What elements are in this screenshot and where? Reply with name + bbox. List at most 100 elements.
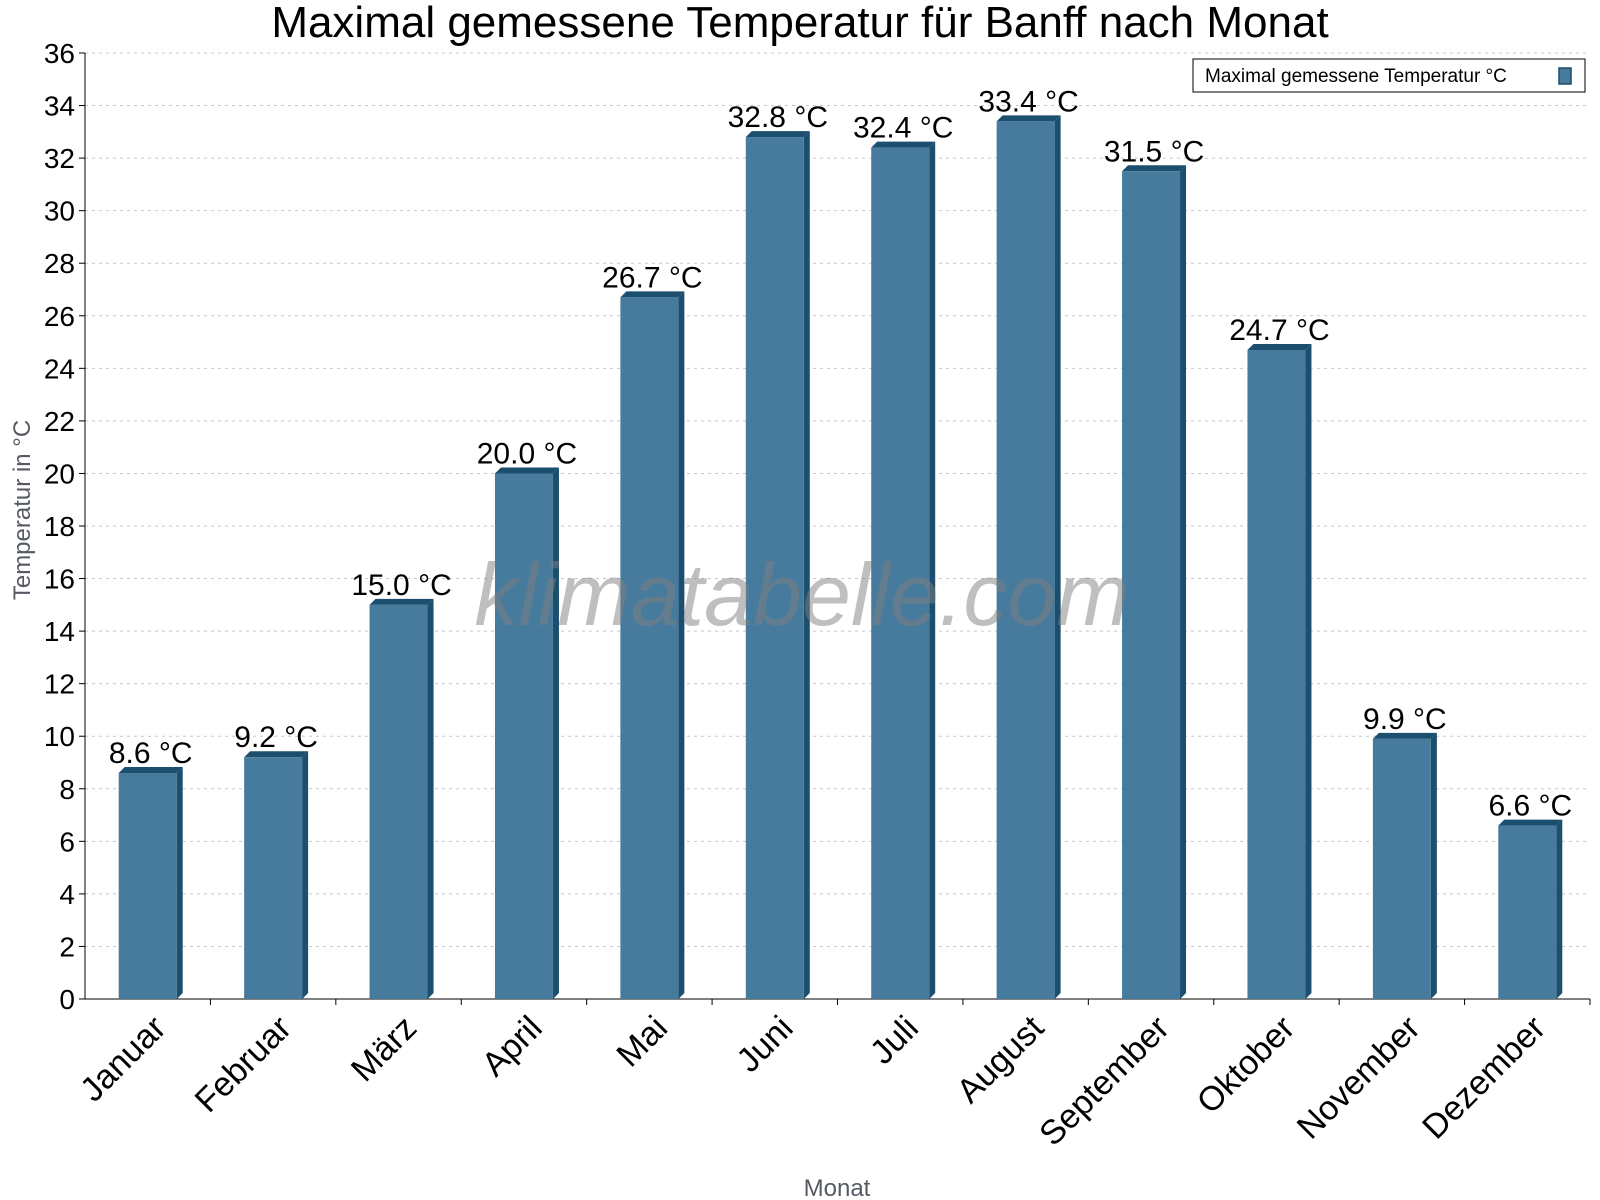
bar-side: [302, 751, 309, 999]
gridlines: [85, 52, 1590, 947]
bar-value-label: 9.2 °C: [234, 721, 318, 754]
x-tick-label: Februar: [188, 1009, 299, 1120]
x-tick-label: Oktober: [1190, 1009, 1302, 1121]
y-tick-label: 4: [59, 879, 75, 910]
x-tick-label: Dezember: [1415, 1009, 1553, 1147]
bar-top: [494, 467, 559, 474]
bar-side: [678, 291, 685, 1000]
bar: [494, 467, 559, 999]
bar: [244, 751, 309, 999]
bar-front: [996, 121, 1055, 1000]
y-tick-label: 10: [44, 721, 75, 752]
bar-top: [1498, 819, 1563, 826]
bar-value-label: 26.7 °C: [602, 261, 702, 294]
bar-front: [1372, 738, 1431, 999]
bar-top: [118, 767, 183, 774]
bar-side: [1180, 165, 1187, 999]
bar-side: [1430, 732, 1437, 999]
y-tick-label: 14: [44, 616, 75, 647]
legend-box: [1192, 58, 1586, 93]
bar-front: [369, 604, 428, 999]
bar: [118, 767, 183, 999]
bar-series: [118, 115, 1563, 1000]
x-tick-label: August: [950, 1008, 1052, 1110]
bar: [1372, 732, 1437, 999]
bar: [871, 141, 936, 1000]
y-tick-label: 30: [44, 196, 75, 227]
y-tick-label: 16: [44, 564, 75, 595]
bar: [745, 131, 810, 1000]
bar-top: [244, 751, 309, 758]
x-tick-label: September: [1032, 1009, 1176, 1153]
bar-front: [494, 473, 553, 999]
bar-side: [929, 141, 936, 1000]
bar-value-labels: 8.6 °C 9.2 °C 15.0 °C 20.0 °C 26.7 °C 32.8 °C…: [109, 85, 1572, 822]
y-tick-label: 28: [44, 248, 75, 279]
y-tick-label: 32: [44, 143, 75, 174]
bar-side: [1054, 115, 1061, 1000]
y-tick-label: 26: [44, 301, 75, 332]
bar-front: [620, 297, 679, 1000]
x-tick-label: Mai: [609, 1009, 675, 1075]
bar: [620, 291, 685, 1000]
bar: [996, 115, 1061, 1000]
bar-top: [1372, 732, 1437, 739]
bar-value-label: 32.8 °C: [728, 101, 828, 134]
bar-value-label: 8.6 °C: [109, 737, 193, 770]
legend-label: Maximal gemessene Temperatur °C: [1205, 66, 1507, 87]
y-tick-label: 2: [59, 931, 75, 962]
bar-top: [1247, 343, 1312, 350]
bar-front: [1122, 171, 1181, 999]
bar-value-label: 20.0 °C: [477, 437, 577, 470]
y-tick-label: 8: [59, 774, 75, 805]
y-tick-label: 34: [44, 91, 75, 122]
x-axis-label: Monat: [804, 1175, 871, 1200]
bar-value-label: 32.4 °C: [853, 112, 953, 145]
x-tick-label: Juni: [729, 1009, 800, 1080]
bar-side: [176, 767, 183, 999]
bar-front: [745, 137, 804, 1000]
legend-swatch: [1558, 67, 1572, 85]
y-tick-label: 6: [59, 826, 75, 857]
bar-value-label: 24.7 °C: [1229, 314, 1329, 347]
legend: Maximal gemessene Temperatur °C: [1192, 58, 1586, 93]
bar-value-label: 15.0 °C: [351, 569, 451, 602]
y-tick-label: 12: [44, 669, 75, 700]
y-axis-label: Temperatur in °C: [9, 420, 36, 600]
bar-front: [871, 147, 930, 1000]
x-tick-label: April: [475, 1009, 550, 1084]
bar-value-label: 9.9 °C: [1363, 703, 1447, 736]
bar-top: [871, 141, 936, 148]
y-tick-label: 22: [44, 406, 75, 437]
bar-front: [244, 757, 303, 999]
bar-top: [996, 115, 1061, 122]
x-tick-label: Juli: [863, 1009, 926, 1072]
bar-top: [369, 598, 434, 605]
bar: [1498, 819, 1563, 999]
y-tick-label: 18: [44, 511, 75, 542]
bar-top: [1122, 165, 1187, 172]
bar-value-label: 33.4 °C: [978, 85, 1078, 118]
bar-top: [620, 291, 685, 298]
chart-title: Maximal gemessene Temperatur für Banff n…: [271, 0, 1328, 47]
bar-top: [745, 131, 810, 138]
x-tick-label: November: [1290, 1009, 1428, 1147]
bar-side: [427, 598, 434, 999]
y-tick-label: 36: [44, 38, 75, 69]
bar-side: [552, 467, 559, 999]
bar-value-label: 31.5 °C: [1104, 135, 1204, 168]
y-tick-label: 0: [59, 984, 75, 1015]
watermark: klimatabelle.com: [474, 545, 1129, 644]
bar-side: [803, 131, 810, 1000]
bar-value-label: 6.6 °C: [1488, 790, 1572, 823]
bar: [369, 598, 434, 999]
bar-front: [1498, 825, 1557, 999]
x-tick-label: Januar: [73, 1009, 173, 1109]
bar-side: [1305, 343, 1312, 999]
x-axis: Januar Februar März April Mai Juni Juli AugustS…: [73, 998, 1591, 1153]
bar-front: [1247, 349, 1306, 999]
y-tick-label: 20: [44, 458, 75, 489]
x-tick-label: März: [344, 1009, 424, 1089]
